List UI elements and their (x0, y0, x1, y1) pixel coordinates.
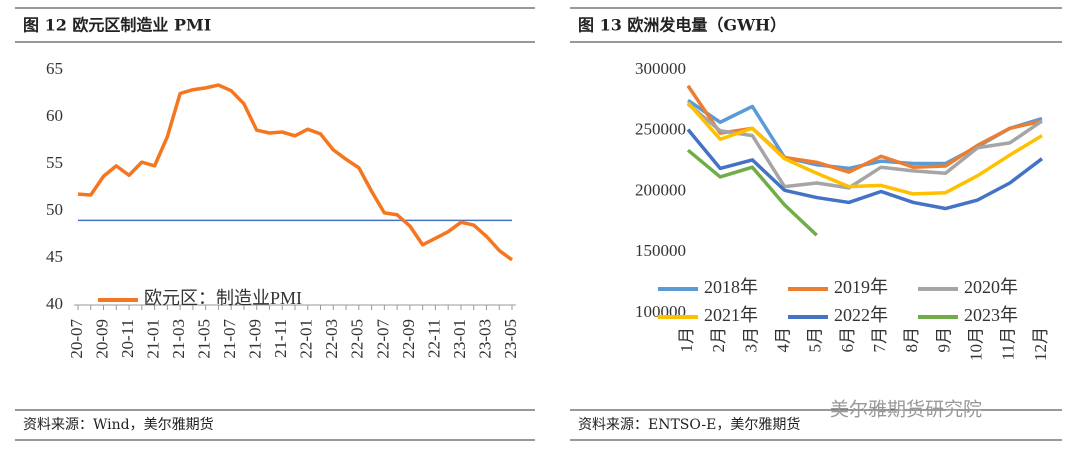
x-tick-label: 22-01 (297, 319, 316, 359)
source-note: 资料来源：ENTSO-E，美尔雅期货 (578, 416, 800, 433)
x-tick-label: 20-09 (92, 319, 111, 359)
y-tick-label: 55 (46, 153, 63, 172)
chart-title: 图 12 欧元区制造业 PMI (23, 16, 211, 35)
x-tick-label: 8月 (902, 327, 921, 353)
legend-label: 2021年 (704, 305, 758, 325)
x-tick-label: 23-01 (450, 319, 469, 359)
x-tick-label: 7月 (870, 327, 889, 353)
x-tick-label: 2月 (709, 327, 728, 353)
x-tick-label: 23-03 (475, 319, 494, 359)
y-tick-label: 250000 (635, 120, 686, 139)
x-tick-label: 22-07 (373, 319, 392, 359)
series-line (686, 101, 1043, 196)
x-tick-label: 22-09 (399, 319, 418, 359)
y-tick-label: 45 (46, 247, 63, 266)
legend-label: 欧元区：制造业PMI (144, 288, 302, 308)
legend-label: 2018年 (704, 277, 758, 297)
x-tick-label: 10月 (967, 327, 986, 361)
x-tick-label: 23-05 (501, 319, 520, 359)
y-tick-label: 60 (46, 106, 63, 125)
source-note: 资料来源：Wind，美尔雅期货 (23, 416, 214, 433)
x-tick-label: 21-11 (271, 319, 290, 358)
panel-frames (15, 7, 1062, 441)
y-tick-label: 65 (46, 59, 63, 78)
x-tick-label: 4月 (773, 327, 792, 353)
x-tick-label: 22-05 (348, 319, 367, 359)
x-tick-label: 21-09 (246, 319, 265, 359)
legend-label: 2019年 (834, 277, 888, 297)
x-tick-label: 21-03 (169, 319, 188, 359)
x-tick-label: 6月 (838, 327, 857, 353)
y-tick-label: 150000 (635, 241, 686, 260)
series-line (77, 83, 514, 262)
legend-label: 2020年 (964, 277, 1018, 297)
x-tick-label: 12月 (1031, 327, 1050, 361)
y-tick-label: 50 (46, 200, 63, 219)
watermark: 美尔雅期货研究院 (830, 399, 982, 421)
series-line (686, 128, 1044, 211)
y-tick-label: 300000 (635, 59, 686, 78)
x-tick-label: 3月 (741, 327, 760, 353)
x-tick-label: 22-11 (424, 319, 443, 358)
x-tick-label: 20-07 (67, 319, 86, 359)
legend-label: 2023年 (964, 305, 1018, 325)
x-tick-label: 21-01 (143, 319, 162, 359)
series-line (686, 84, 1043, 174)
y-tick-label: 40 (46, 294, 63, 313)
x-tick-label: 1月 (677, 327, 696, 353)
x-tick-label: 21-05 (195, 319, 214, 359)
x-tick-label: 20-11 (118, 319, 137, 358)
x-tick-label: 21-07 (220, 319, 239, 359)
legend-label: 2022年 (834, 305, 888, 325)
x-tick-label: 5月 (806, 327, 825, 353)
x-tick-label: 22-03 (322, 319, 341, 359)
chart-title: 图 13 欧洲发电量（GWH） (578, 16, 786, 35)
series-line (686, 102, 1043, 190)
y-tick-label: 200000 (635, 180, 686, 199)
x-tick-label: 9月 (934, 327, 953, 353)
series-line (686, 148, 818, 237)
x-tick-label: 11月 (999, 327, 1018, 360)
